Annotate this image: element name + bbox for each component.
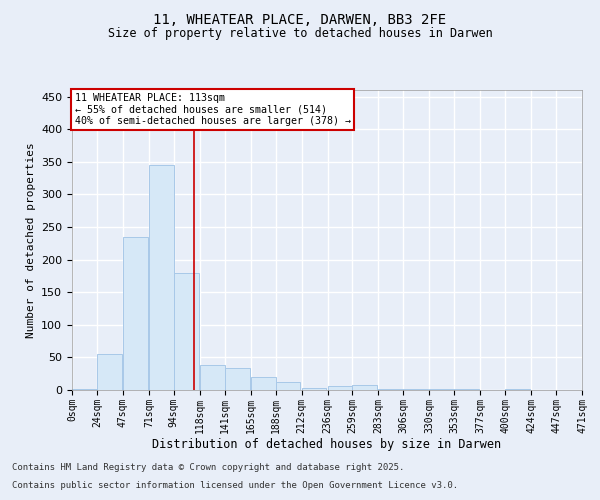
Text: Contains public sector information licensed under the Open Government Licence v3: Contains public sector information licen…: [12, 481, 458, 490]
Text: 11 WHEATEAR PLACE: 113sqm
← 55% of detached houses are smaller (514)
40% of semi: 11 WHEATEAR PLACE: 113sqm ← 55% of detac…: [74, 93, 350, 126]
Bar: [505, 388, 530, 390]
Text: 11, WHEATEAR PLACE, DARWEN, BB3 2FE: 11, WHEATEAR PLACE, DARWEN, BB3 2FE: [154, 12, 446, 26]
Bar: [352, 386, 377, 390]
Y-axis label: Number of detached properties: Number of detached properties: [26, 142, 35, 338]
Bar: [200, 365, 224, 390]
X-axis label: Distribution of detached houses by size in Darwen: Distribution of detached houses by size …: [152, 438, 502, 452]
Bar: [97, 354, 122, 390]
Bar: [149, 165, 174, 390]
Bar: [251, 377, 275, 390]
Bar: [302, 388, 326, 390]
Bar: [224, 368, 250, 390]
Text: Contains HM Land Registry data © Crown copyright and database right 2025.: Contains HM Land Registry data © Crown c…: [12, 464, 404, 472]
Text: Size of property relative to detached houses in Darwen: Size of property relative to detached ho…: [107, 28, 493, 40]
Bar: [174, 272, 199, 390]
Bar: [328, 386, 352, 390]
Bar: [123, 236, 148, 390]
Bar: [72, 388, 97, 390]
Bar: [275, 382, 301, 390]
Bar: [379, 388, 403, 390]
